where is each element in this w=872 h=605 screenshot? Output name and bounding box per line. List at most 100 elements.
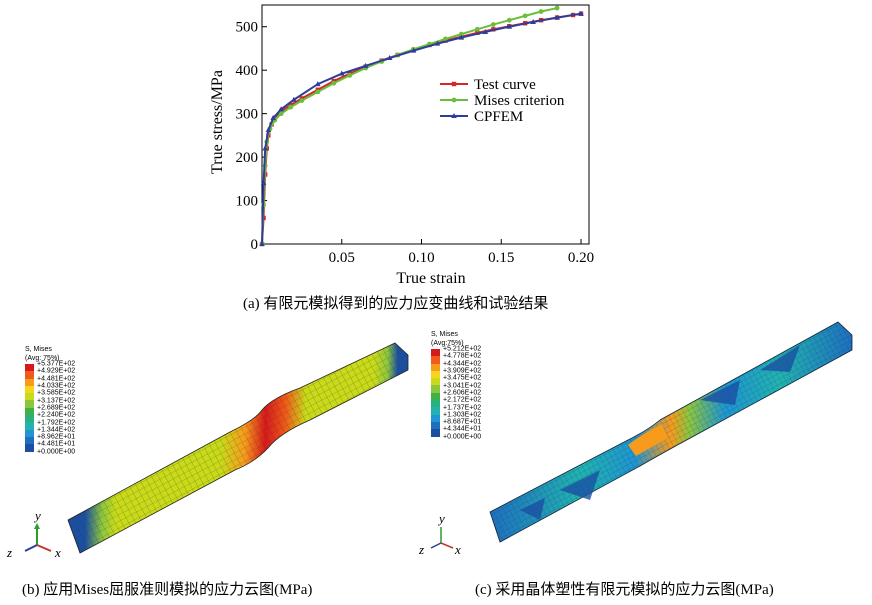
legend-color-swatch <box>431 437 440 444</box>
triad-x-label: x <box>54 545 61 560</box>
data-point <box>299 98 305 103</box>
y-axis-ticks: 0 100 200 300 400 500 <box>236 20 267 253</box>
legend-level-row: +4.344E+02 <box>431 360 481 371</box>
legend-level-row: +5.377E+02 <box>25 361 75 372</box>
triad-x-label: x <box>454 542 461 557</box>
data-point <box>288 104 294 110</box>
data-point <box>506 17 512 23</box>
x-axis-label: True strain <box>396 270 465 287</box>
legend-level-value: +2.240E+02 <box>37 411 76 419</box>
legend-level-value: +2.172E+02 <box>443 396 482 404</box>
data-point <box>362 62 369 68</box>
legend-level-row: +3.475E+02 <box>431 375 481 386</box>
legend-color-swatch <box>431 421 440 430</box>
legend-subtitle: (Avg: 75%) <box>25 355 60 362</box>
legend-color-swatch <box>431 400 440 408</box>
legend-level-row: +2.689E+02 <box>25 404 75 416</box>
data-point <box>315 89 321 95</box>
y-tick-label: 0 <box>251 237 259 253</box>
legend-level-row: +1.344E+02 <box>25 426 75 437</box>
legend-level-value: +3.137E+02 <box>37 397 76 405</box>
data-point <box>578 10 584 16</box>
legend-color-swatch <box>431 378 440 386</box>
legend-level-row: +1.792E+02 <box>25 419 75 430</box>
series-cpfem <box>259 10 584 246</box>
legend-color-swatch <box>431 363 440 371</box>
y-tick-label: 400 <box>236 63 259 79</box>
triad-y-label: y <box>437 511 445 526</box>
x-tick-label: 0.10 <box>408 250 434 266</box>
legend-marker <box>451 97 457 103</box>
data-point <box>347 72 353 78</box>
y-tick-label: 500 <box>236 20 259 36</box>
series-mises-criterion <box>259 5 560 247</box>
legend-level-value: +0.000E+00 <box>37 448 76 456</box>
legend-color-swatch <box>25 452 34 459</box>
legend-level-value: +8.962E+01 <box>37 433 76 441</box>
legend-label: Test curve <box>474 77 536 93</box>
data-point <box>434 40 441 46</box>
legend-level-row: +4.778E+02 <box>431 353 481 364</box>
legend-level-value: +1.344E+02 <box>37 426 76 434</box>
legend-subtitle: (Avg:75%) <box>431 340 464 347</box>
legend-color-swatch <box>431 349 440 357</box>
legend-color-swatch <box>25 444 34 452</box>
legend-level-value: +3.475E+02 <box>443 374 482 382</box>
data-point <box>482 28 489 34</box>
data-point <box>474 26 480 32</box>
legend-color-swatch <box>431 370 440 379</box>
cpfem-fem-model <box>489 321 853 543</box>
legend-level-value: +4.481E+01 <box>37 440 76 448</box>
legend-level-row: +4.481E+01 <box>25 441 75 452</box>
data-point <box>458 34 465 40</box>
legend-level-row: +4.344E+01 <box>431 426 481 437</box>
data-point <box>260 180 267 186</box>
caption-a: (a) 有限元模拟得到的应力应变曲线和试验结果 <box>243 296 549 312</box>
legend-level-value: +3.041E+02 <box>443 382 482 390</box>
legend-level-row: +2.240E+02 <box>25 412 75 423</box>
triad-z-label: z <box>6 545 12 560</box>
legend-color-swatch <box>431 429 440 437</box>
data-point <box>522 13 528 19</box>
y-tick-label: 100 <box>236 194 259 210</box>
legend-level-row: +8.962E+01 <box>25 434 75 445</box>
data-point <box>554 14 560 20</box>
y-axis-label: True stress/MPa <box>209 70 226 174</box>
data-point <box>331 80 337 86</box>
legend-color-swatch <box>431 392 440 401</box>
contour-legend-c: S, Mises (Avg:75%) +5.212E+02 +4.778E+02 +… <box>431 330 481 444</box>
series-line <box>261 7 558 245</box>
legend-level-value: +4.481E+02 <box>37 375 76 383</box>
legend-level-value: +4.344E+01 <box>443 425 482 433</box>
triad-y-label: y <box>33 508 41 523</box>
legend-level-row: +0.000E+00 <box>25 448 75 459</box>
legend-level-value: +4.929E+02 <box>37 367 76 375</box>
data-point <box>315 81 321 87</box>
plot-frame <box>261 4 590 245</box>
data-point <box>458 31 464 37</box>
legend-level-row: +5.212E+02 <box>431 346 481 357</box>
y-tick-label: 200 <box>236 150 259 166</box>
data-point <box>443 36 448 42</box>
legend-color-swatch <box>25 385 34 394</box>
triad-z-label: z <box>418 542 424 557</box>
legend-level-value: +4.344E+02 <box>443 360 482 368</box>
data-point <box>506 23 513 29</box>
y-tick-label: 300 <box>236 107 259 123</box>
caption-b: (b) 应用Mises屈服准则模拟的应力云图(MPa) <box>22 582 313 598</box>
legend-level-row: +4.481E+02 <box>25 375 75 386</box>
axis-triad-b: y x z <box>6 508 61 560</box>
legend-level-row: +1.737E+02 <box>431 404 481 415</box>
specimen-c-low-stress-regions <box>520 345 800 520</box>
x-tick-label: 0.20 <box>568 250 594 266</box>
legend-level-value: +5.212E+02 <box>443 345 482 353</box>
legend-level-value: +4.778E+02 <box>443 352 482 360</box>
legend-level-row: +8.687E+01 <box>431 419 481 430</box>
legend-color-swatch <box>431 414 440 422</box>
legend-color-swatch <box>431 356 440 364</box>
legend-label: Mises criterion <box>474 93 565 109</box>
legend-marker <box>451 81 457 87</box>
axis-triad-c: y x z <box>418 511 461 557</box>
data-point <box>265 127 272 133</box>
